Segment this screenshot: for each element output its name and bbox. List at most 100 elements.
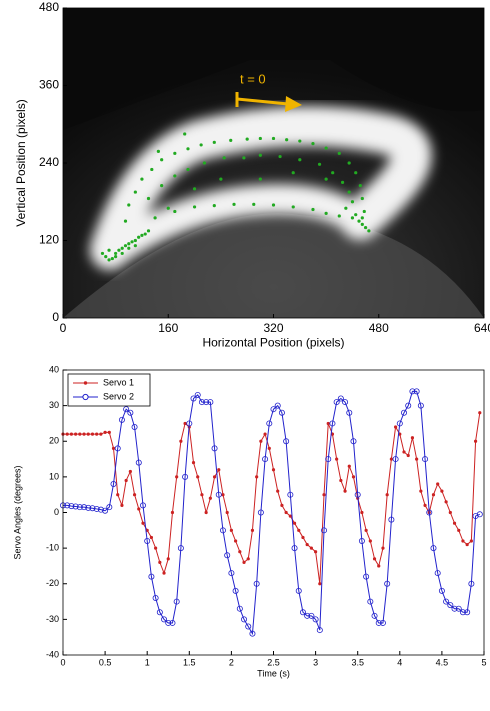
marker (64, 502, 71, 509)
marker (304, 612, 311, 619)
marker (292, 521, 297, 525)
marker (335, 457, 339, 461)
marker (267, 446, 271, 450)
marker (297, 528, 301, 532)
marker (396, 420, 403, 427)
y-tick-label: -30 (46, 614, 59, 624)
point (199, 143, 203, 147)
legend-label: Servo 2 (103, 391, 134, 401)
y-tick-label: 240 (39, 155, 59, 169)
legend-marker (82, 393, 89, 401)
marker (377, 564, 381, 568)
point (133, 190, 137, 194)
marker (182, 473, 189, 480)
marker (95, 432, 99, 436)
marker (253, 580, 260, 587)
x-tick-label: 480 (369, 321, 389, 335)
marker (74, 432, 78, 436)
marker (371, 612, 378, 619)
point (252, 202, 256, 206)
marker (249, 630, 256, 637)
marker (468, 580, 475, 587)
point (311, 142, 315, 146)
y-tick-label: 0 (52, 310, 59, 324)
marker (363, 573, 370, 580)
marker (419, 489, 423, 493)
point (140, 177, 144, 181)
marker (276, 489, 280, 493)
marker (156, 609, 163, 616)
marker (234, 539, 238, 543)
point (114, 251, 118, 256)
marker (337, 395, 344, 402)
marker (440, 489, 444, 493)
point (202, 161, 207, 165)
point (271, 203, 276, 207)
marker (127, 409, 134, 416)
point (337, 214, 341, 218)
x-tick-label: 320 (263, 321, 283, 335)
marker (90, 432, 95, 436)
marker (120, 503, 124, 507)
marker (238, 550, 242, 554)
marker (68, 503, 75, 510)
point (291, 205, 295, 209)
marker (123, 406, 130, 413)
marker (389, 457, 393, 461)
marker (170, 510, 175, 515)
annotation: t = 0 (240, 71, 266, 86)
marker (263, 432, 267, 436)
marker (379, 619, 386, 626)
marker (200, 493, 204, 497)
marker (385, 493, 389, 497)
point (120, 246, 124, 250)
point (362, 209, 366, 214)
marker (191, 461, 196, 465)
marker (443, 598, 450, 605)
marker (114, 445, 121, 452)
marker (208, 496, 212, 500)
marker (278, 409, 285, 416)
marker (351, 475, 356, 479)
marker (295, 587, 302, 594)
marker (473, 439, 478, 443)
point (324, 177, 328, 181)
point (360, 196, 364, 201)
point (222, 156, 226, 160)
point (120, 251, 124, 256)
point (344, 206, 348, 210)
point (153, 216, 157, 220)
marker (131, 423, 138, 430)
y-tick-label: 40 (49, 364, 59, 374)
marker (384, 580, 391, 587)
point (212, 140, 216, 144)
y-tick-label: -20 (46, 578, 59, 588)
point (245, 137, 249, 141)
y-axis-label: Vertical Position (pixels) (14, 99, 28, 226)
point (160, 184, 164, 188)
marker (116, 493, 120, 497)
point (160, 158, 164, 162)
legend-box (67, 373, 151, 407)
legend-label: Servo 1 (103, 377, 134, 387)
marker (358, 538, 365, 545)
marker (232, 587, 239, 594)
point (186, 147, 190, 151)
point (331, 171, 335, 175)
point (363, 225, 368, 230)
marker (259, 439, 263, 443)
point (100, 251, 105, 256)
marker (469, 539, 473, 543)
marker (444, 500, 448, 504)
point (340, 180, 345, 184)
marker (162, 571, 166, 575)
marker (85, 504, 92, 511)
marker (283, 438, 290, 445)
point (133, 244, 137, 248)
marker (321, 527, 328, 534)
marker (190, 395, 197, 402)
point (258, 153, 262, 157)
marker (97, 506, 104, 513)
top-chart: t = 0 0 160 320 480 640 0 120 240 360 480 Horizonta… (14, 0, 490, 349)
marker (312, 616, 319, 623)
